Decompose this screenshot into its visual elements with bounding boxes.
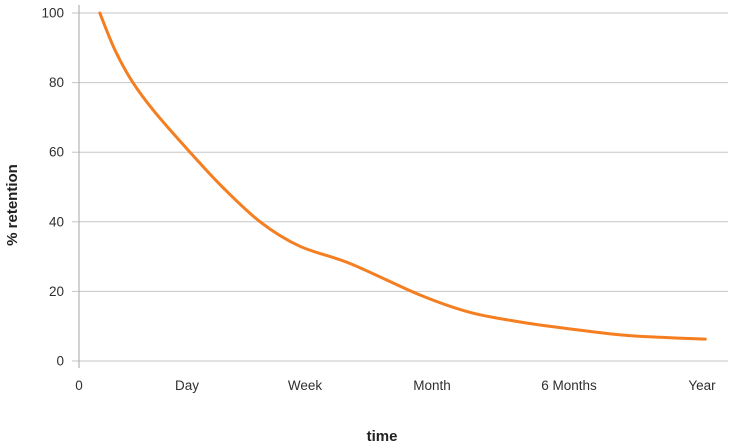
y-tick-labels: 100 80 60 40 20 0 — [41, 6, 64, 369]
y-gridlines — [72, 12, 728, 362]
y-tick-100: 100 — [41, 6, 64, 21]
y-tick-0: 0 — [56, 354, 64, 369]
y-tick-40: 40 — [49, 214, 64, 229]
x-tick-day: Day — [175, 378, 199, 393]
x-axis-title: time — [367, 428, 398, 445]
y-tick-60: 60 — [49, 145, 64, 160]
y-axis-title: % retention — [4, 164, 21, 246]
x-tick-month: Month — [413, 378, 451, 393]
x-tick-week: Week — [288, 378, 323, 393]
y-tick-20: 20 — [49, 284, 64, 299]
x-tick-6months: 6 Months — [541, 378, 597, 393]
x-tick-zero: 0 — [75, 378, 83, 393]
retention-curve-line — [98, 11, 707, 341]
x-tick-year: Year — [688, 378, 716, 393]
y-tick-80: 80 — [49, 75, 64, 90]
x-tick-labels: 0 Day Week Month 6 Months Year — [75, 378, 716, 393]
